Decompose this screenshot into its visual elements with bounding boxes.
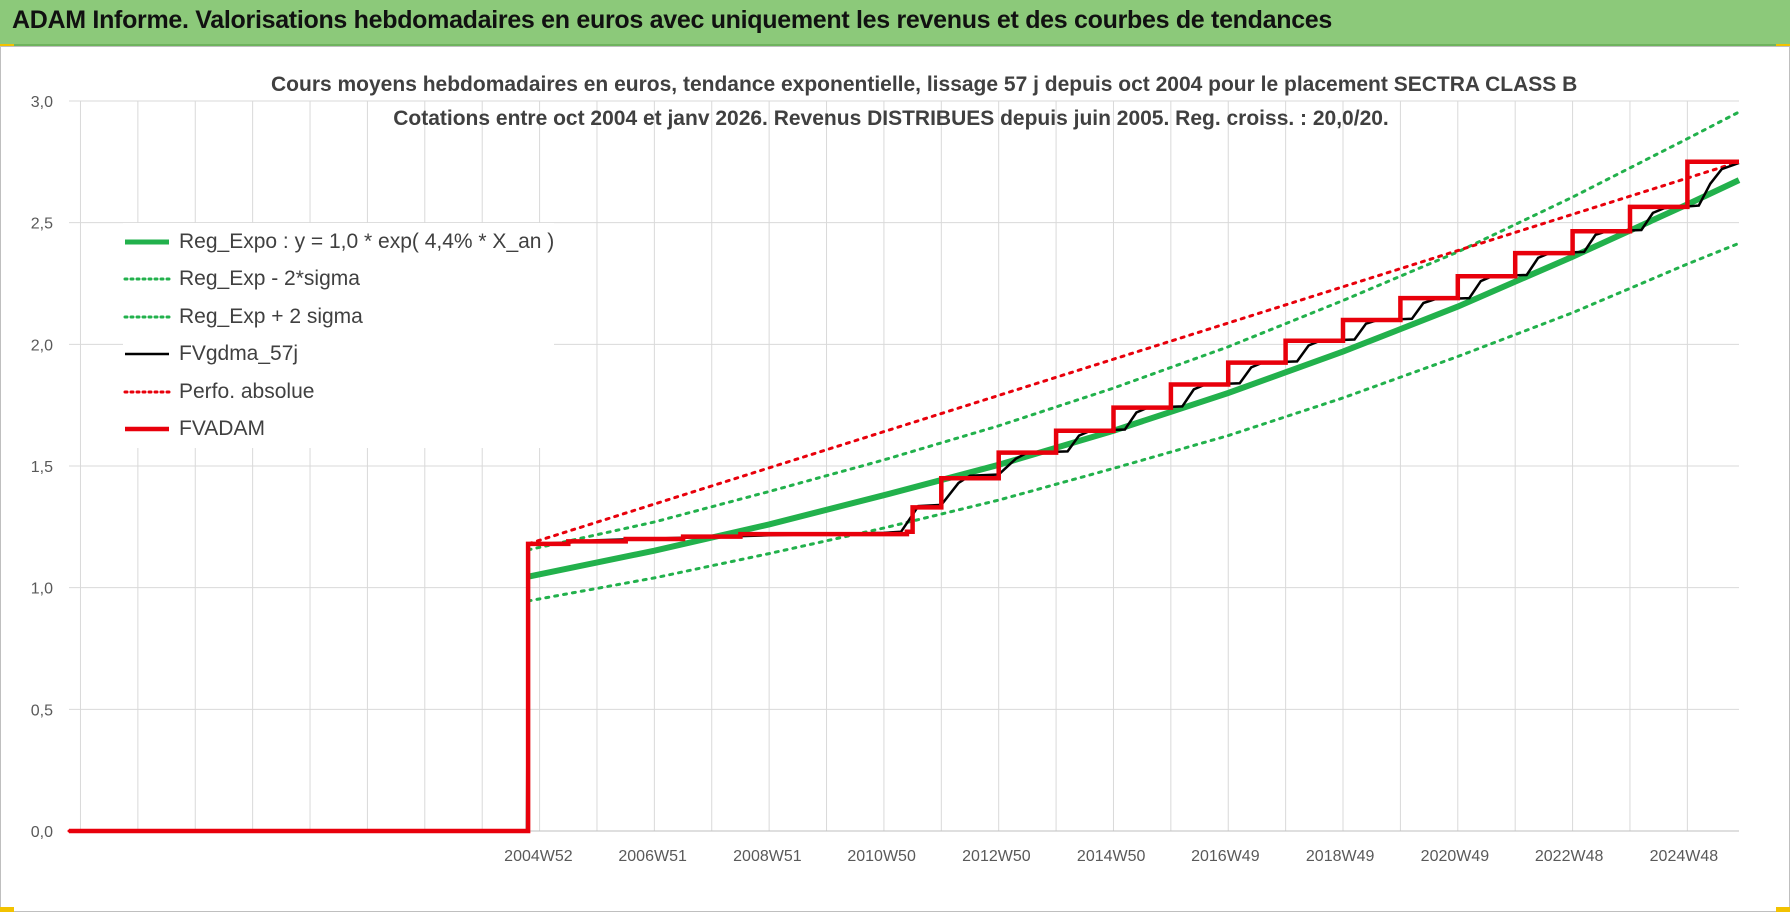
legend-label: FVADAM xyxy=(179,417,265,441)
x-tick-label: 2020W49 xyxy=(1421,848,1490,865)
chart-legend: Reg_Expo : y = 1,0 * exp( 4,4% * X_an ) R… xyxy=(123,223,555,449)
y-tick-label: 2,0 xyxy=(31,337,53,354)
legend-swatch xyxy=(123,390,171,394)
y-tick-label: 2,5 xyxy=(31,216,53,233)
x-tick-label: 2006W51 xyxy=(618,848,687,865)
chart-area: 0,0 0,5 1,0 1,5 2,0 2,5 3,0 2004W52 2006W51 2008W… xyxy=(0,46,1790,912)
legend-swatch xyxy=(123,277,171,281)
y-tick-label: 1,0 xyxy=(31,581,53,598)
page-title: ADAM Informe. Valorisations hebdomadaire… xyxy=(12,6,1333,34)
y-tick-label: 0,5 xyxy=(31,702,53,719)
x-tick-label: 2008W51 xyxy=(733,848,802,865)
x-tick-label: 2016W49 xyxy=(1191,848,1260,865)
legend-swatch xyxy=(123,315,171,319)
legend-label: Reg_Exp - 2*sigma xyxy=(179,267,360,291)
series-line xyxy=(527,177,1741,580)
legend-label: Perfo. absolue xyxy=(179,379,315,403)
legend-item: Reg_Expo : y = 1,0 * exp( 4,4% * X_an ) xyxy=(123,223,554,261)
legend-label: FVgdma_57j xyxy=(179,342,299,366)
series-line xyxy=(69,159,1739,834)
legend-item: Reg_Exp - 2*sigma xyxy=(123,261,554,299)
x-tick-label: 2010W50 xyxy=(847,848,916,865)
y-tick-label: 3,0 xyxy=(31,94,53,111)
legend-swatch xyxy=(125,239,169,245)
legend-label: Reg_Expo : y = 1,0 * exp( 4,4% * X_an ) xyxy=(179,229,555,253)
y-tick-label: 0,0 xyxy=(31,824,53,841)
header-banner: ADAM Informe. Valorisations hebdomadaire… xyxy=(0,0,1790,46)
chart-subtitle: Cotations entre oct 2004 et janv 2026. R… xyxy=(393,107,1389,130)
x-tick-label: 2018W49 xyxy=(1306,848,1375,865)
legend-swatch xyxy=(125,427,169,432)
corner-marker-bottom-right xyxy=(1776,907,1790,912)
corner-marker-bottom-left xyxy=(0,907,14,912)
legend-item: FVgdma_57j xyxy=(123,336,554,374)
legend-item: FVADAM xyxy=(123,411,554,449)
x-tick-label: 2012W50 xyxy=(962,848,1031,865)
chart-title: Cours moyens hebdomadaires en euros, ten… xyxy=(271,73,1578,96)
series-line xyxy=(526,110,1741,552)
x-tick-label: 2004W52 xyxy=(504,848,573,865)
x-tick-label: 2024W48 xyxy=(1650,848,1719,865)
x-tick-label: 2014W50 xyxy=(1077,848,1146,865)
legend-item: Perfo. absolue xyxy=(123,373,554,411)
y-tick-label: 1,5 xyxy=(31,459,53,476)
series-line xyxy=(526,241,1741,603)
line-chart: 0,0 0,5 1,0 1,5 2,0 2,5 3,0 2004W52 2006W51 2008W… xyxy=(31,94,1741,865)
legend-swatch xyxy=(125,353,169,356)
legend-item: Reg_Exp + 2 sigma xyxy=(123,298,554,336)
legend-label: Reg_Exp + 2 sigma xyxy=(179,304,363,328)
x-tick-label: 2022W48 xyxy=(1535,848,1604,865)
